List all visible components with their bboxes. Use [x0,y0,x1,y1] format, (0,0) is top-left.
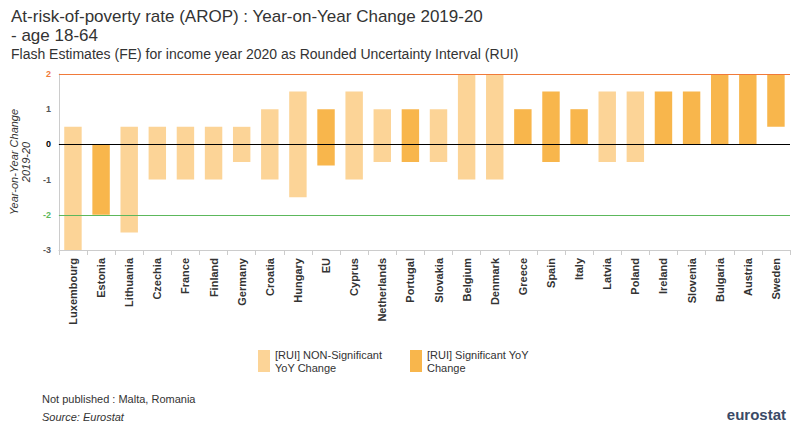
svg-text:Latvia: Latvia [601,257,613,290]
svg-text:Source: Eurostat: Source: Eurostat [42,411,125,423]
svg-text:Italy: Italy [573,257,585,280]
svg-text:France: France [179,258,191,294]
svg-text:Not published : Malta, Romania: Not published : Malta, Romania [42,393,196,405]
svg-text:Slovenia: Slovenia [686,257,698,303]
svg-text:Denmark: Denmark [489,257,501,305]
svg-text:Spain: Spain [545,258,557,288]
svg-text:YoY Change: YoY Change [275,362,336,374]
svg-text:Belgium: Belgium [461,258,473,302]
svg-text:At-risk-of-poverty rate (AROP): At-risk-of-poverty rate (AROP) : Year-on… [11,7,483,26]
svg-text:0: 0 [46,139,51,149]
svg-text:Portugal: Portugal [404,258,416,303]
svg-text:2: 2 [46,69,51,79]
svg-text:[RUI] Significant YoY: [RUI] Significant YoY [427,349,531,361]
svg-text:Flash Estimates (FE) for incom: Flash Estimates (FE) for income year 202… [11,46,518,62]
svg-text:Year-on-Year Change: Year-on-Year Change [8,109,20,215]
svg-text:Hungary: Hungary [292,257,304,303]
svg-text:-1: -1 [43,175,51,185]
svg-text:eurostat: eurostat [727,406,786,423]
svg-text:Netherlands: Netherlands [376,258,388,322]
svg-text:Germany: Germany [236,257,248,306]
svg-text:Estonia: Estonia [95,257,107,298]
svg-text:Bulgaria: Bulgaria [714,257,726,302]
svg-text:Change: Change [427,362,466,374]
svg-text:Finland: Finland [208,258,220,297]
svg-text:Ireland: Ireland [657,258,669,294]
svg-text:Austria: Austria [742,257,754,296]
svg-text:Greece: Greece [517,258,529,295]
svg-text:Luxembourg: Luxembourg [67,258,79,325]
svg-text:-2: -2 [43,210,51,220]
svg-text:EU: EU [320,258,332,273]
svg-text:Lithuania: Lithuania [123,257,135,307]
svg-text:Cyprus: Cyprus [348,258,360,296]
svg-text:Slovakia: Slovakia [433,257,445,303]
svg-text:Poland: Poland [629,258,641,295]
svg-text:1: 1 [46,104,51,114]
svg-text:[RUI] NON-Significant: [RUI] NON-Significant [275,349,385,361]
svg-text:Czechia: Czechia [151,257,163,299]
svg-text:-3: -3 [43,245,51,255]
svg-text:- age 18-64: - age 18-64 [11,26,98,45]
svg-text:Croatia: Croatia [264,257,276,296]
svg-text:2019-20: 2019-20 [20,141,32,183]
svg-text:Sweden: Sweden [770,258,782,300]
